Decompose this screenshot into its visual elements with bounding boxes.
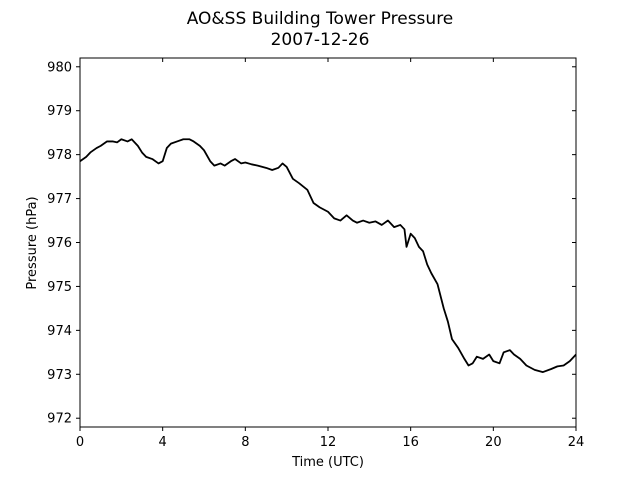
x-tick-label-0: 0 xyxy=(76,435,84,450)
y-tick-label-976: 976 xyxy=(47,236,72,251)
x-tick-label-16: 16 xyxy=(402,435,419,450)
x-tick-label-4: 4 xyxy=(159,435,167,450)
x-tick-label-8: 8 xyxy=(241,435,249,450)
x-tick-label-12: 12 xyxy=(320,435,337,450)
y-tick-label-975: 975 xyxy=(47,280,72,295)
y-tick-label-973: 973 xyxy=(47,368,72,383)
y-axis-label: Pressure (hPa) xyxy=(25,196,40,289)
y-tick-label-974: 974 xyxy=(47,324,72,339)
series-line-0 xyxy=(79,138,577,373)
x-tick-label-20: 20 xyxy=(485,435,502,450)
plot-area: 0 4 8 12 16 20 24 972 973 974 975 976 977 978 979 980 xyxy=(47,57,585,450)
y-tick-label-977: 977 xyxy=(47,192,72,207)
chart-subtitle: 2007-12-26 xyxy=(271,30,370,50)
x-axis-label: Time (UTC) xyxy=(291,455,364,470)
y-tick-label-978: 978 xyxy=(47,148,72,163)
chart-title: AO&SS Building Tower Pressure xyxy=(187,9,454,29)
y-tick-label-979: 979 xyxy=(47,104,72,119)
y-tick-label-972: 972 xyxy=(47,412,72,427)
y-tick-label-980: 980 xyxy=(47,60,72,75)
x-tick-label-24: 24 xyxy=(568,435,585,450)
